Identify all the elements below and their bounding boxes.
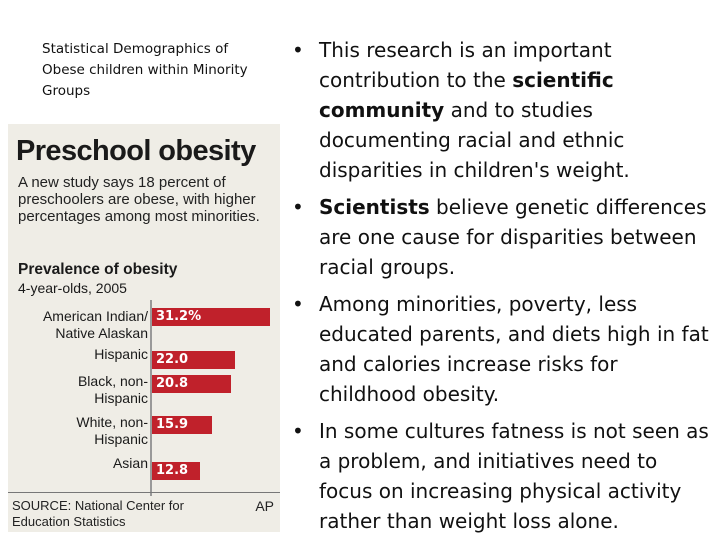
slide-title: Statistical Demographics of Obese childr… [42,41,248,99]
bullet-item: • This research is an important contribut… [292,35,712,185]
bar-category-line: American Indian/ [42,308,148,324]
preschool-obesity-graphic: Preschool obesity A new study says 18 pe… [8,124,280,532]
bar-category-label: White, non- Hispanic [76,414,148,448]
bar-category-line: White, non- [76,414,148,430]
bullet-text: In some cultures fatness is not seen as … [319,419,709,533]
bullet-marker: • [292,38,304,62]
bullet-text: believe genetic differences are one caus… [319,195,707,279]
bar-value-label: 15.9 [156,417,189,432]
bullet-text: Among minorities, poverty, less educated… [319,292,709,406]
bar-category-line: Black, non- [77,373,148,389]
source-divider [8,492,280,493]
bar [152,462,200,480]
ap-credit: AP [255,498,274,514]
bar-value-label: 20.8 [156,376,189,391]
bar-category-line: Native Alaskan [55,325,148,341]
chart-title: Prevalence of obesity [18,261,178,278]
bullet-marker: • [292,195,304,219]
graphic-title: Preschool obesity [16,135,256,167]
chart-subtitle: 4-year-olds, 2005 [18,280,127,296]
bullet-marker: • [292,292,304,316]
bar-category-label: Black, non- Hispanic [78,373,148,407]
bar-category-line: Hispanic [94,431,148,447]
bar-category-line: Hispanic [94,346,148,362]
bullet-emphasis: scientific community [319,68,614,122]
bullet-list: • This research is an important contribut… [292,35,712,543]
bar [152,308,270,326]
bar-category-label: Hispanic [94,346,148,363]
bullet-emphasis: Scientists [319,195,430,219]
bar-category-label: American Indian/Native Alaskan [43,308,148,342]
bar [152,416,212,434]
bullet-text: This research is an important contributi… [319,38,612,92]
graphic-description: A new study says 18 percent of preschool… [18,174,260,225]
bullet-text: and to studies documenting racial and et… [319,98,630,182]
bullet-marker: • [292,419,304,443]
bar-category-line: Asian [112,455,148,471]
bar-category-label: Asian [113,455,148,472]
bullet-item: • Scientists believe genetic differences … [292,192,712,282]
bullet-item: • Among minorities, poverty, less educate… [292,289,712,409]
chart-axis-line [150,300,152,496]
bar-value-label: 12.8 [156,463,189,478]
bar-category-line: Hispanic [94,390,148,406]
bullet-item: • In some cultures fatness is not seen as… [292,416,712,536]
source-note: SOURCE: National Center for Education St… [12,498,184,529]
bar-value-label: 31.2% [156,309,202,324]
bar [152,351,235,369]
bar [152,375,231,393]
bar-value-label: 22.0 [156,352,189,367]
